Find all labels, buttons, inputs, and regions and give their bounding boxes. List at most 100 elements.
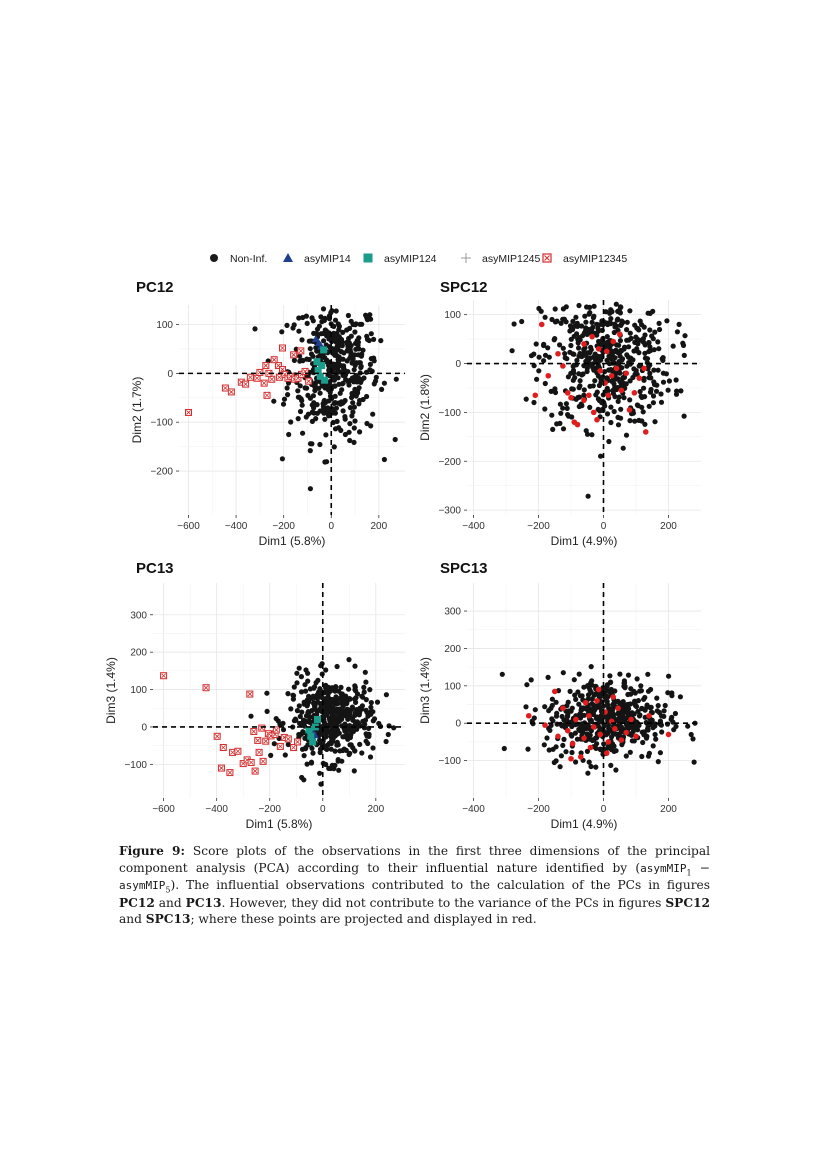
data-point [627,701,634,707]
data-point [645,727,651,733]
data-point [642,350,648,356]
caption-and-1: and [154,895,186,910]
data-point [335,757,341,763]
data-point [328,733,334,739]
data-point [571,677,577,683]
data-point-highlighted [555,350,561,357]
data-point [621,395,627,401]
data-point [627,378,633,384]
data-point [291,684,297,690]
data-point [344,706,350,712]
data-point [286,431,292,438]
data-point [666,378,673,384]
data-point [596,382,603,389]
data-point [323,667,329,673]
data-point [335,343,342,349]
data-point [342,431,348,438]
data-point [610,390,617,396]
data-point-highlighted [532,392,539,399]
data-point-highlighted [603,750,610,756]
data-point-highlighted [628,716,634,723]
y-tick-label: −100 [124,760,147,771]
data-point [533,341,539,347]
data-point [606,361,613,367]
data-point [323,688,329,694]
data-point [312,702,318,709]
caption-ref-spc12: SPC12 [665,895,710,910]
data-point [650,393,657,399]
data-point [648,386,654,393]
data-point [546,708,552,714]
data-point [350,409,356,415]
y-tick-label: 0 [167,369,173,380]
data-point [624,352,630,358]
data-point [363,738,369,744]
data-point-boxed-x [256,750,262,755]
data-point-boxed-x [254,375,260,381]
data-point [575,689,581,695]
data-point [620,710,627,716]
data-point [542,380,548,387]
data-point [591,367,597,373]
data-point [562,355,568,361]
data-point [558,753,565,759]
data-point [361,684,367,691]
data-point [672,710,679,717]
data-point [560,345,566,351]
data-point [549,702,555,709]
data-point [656,320,662,326]
data-point [385,731,391,738]
data-point [329,738,336,744]
data-point-highlighted [642,429,649,435]
data-point [625,672,632,678]
data-point-highlighted [560,705,566,712]
x-tick-label: 200 [660,804,677,815]
data-point [557,342,563,348]
data-point-highlighted [608,372,615,379]
data-point [650,400,657,406]
data-point [639,418,645,424]
data-point-highlighted [573,716,579,723]
data-point [357,705,363,711]
data-point [336,381,342,387]
data-point [327,702,333,708]
data-point-highlighted [646,712,652,719]
data-point [304,697,310,703]
data-point [299,746,306,752]
data-point [313,345,319,351]
data-point-boxed-x [252,768,258,774]
x-tick-label: −400 [462,804,485,815]
data-point [296,665,302,671]
data-point [509,348,515,354]
data-point [338,401,344,407]
data-point [639,753,645,760]
data-point [604,684,610,690]
data-point [570,386,576,392]
caption-label: Figure 9: [119,844,186,858]
y-tick-label: 100 [444,681,461,692]
data-point [338,363,344,369]
data-point [608,762,614,769]
data-point-square [309,738,317,746]
data-point [575,340,581,346]
data-point [545,674,551,681]
data-point [531,399,537,406]
data-point [271,741,277,747]
data-point-boxed-x [295,739,300,745]
data-point [381,380,387,386]
data-point [310,393,316,399]
data-point-square [313,358,321,366]
data-point-boxed-x [277,374,282,380]
data-point [546,747,552,753]
data-point [305,411,311,417]
data-point [362,717,369,723]
data-point [367,367,373,373]
data-point [296,328,302,334]
data-point [284,385,290,391]
data-point-boxed-x [261,380,267,386]
data-point [346,657,352,663]
data-point [650,743,656,749]
data-point [658,391,664,397]
data-point [605,743,612,749]
data-point [333,339,339,345]
